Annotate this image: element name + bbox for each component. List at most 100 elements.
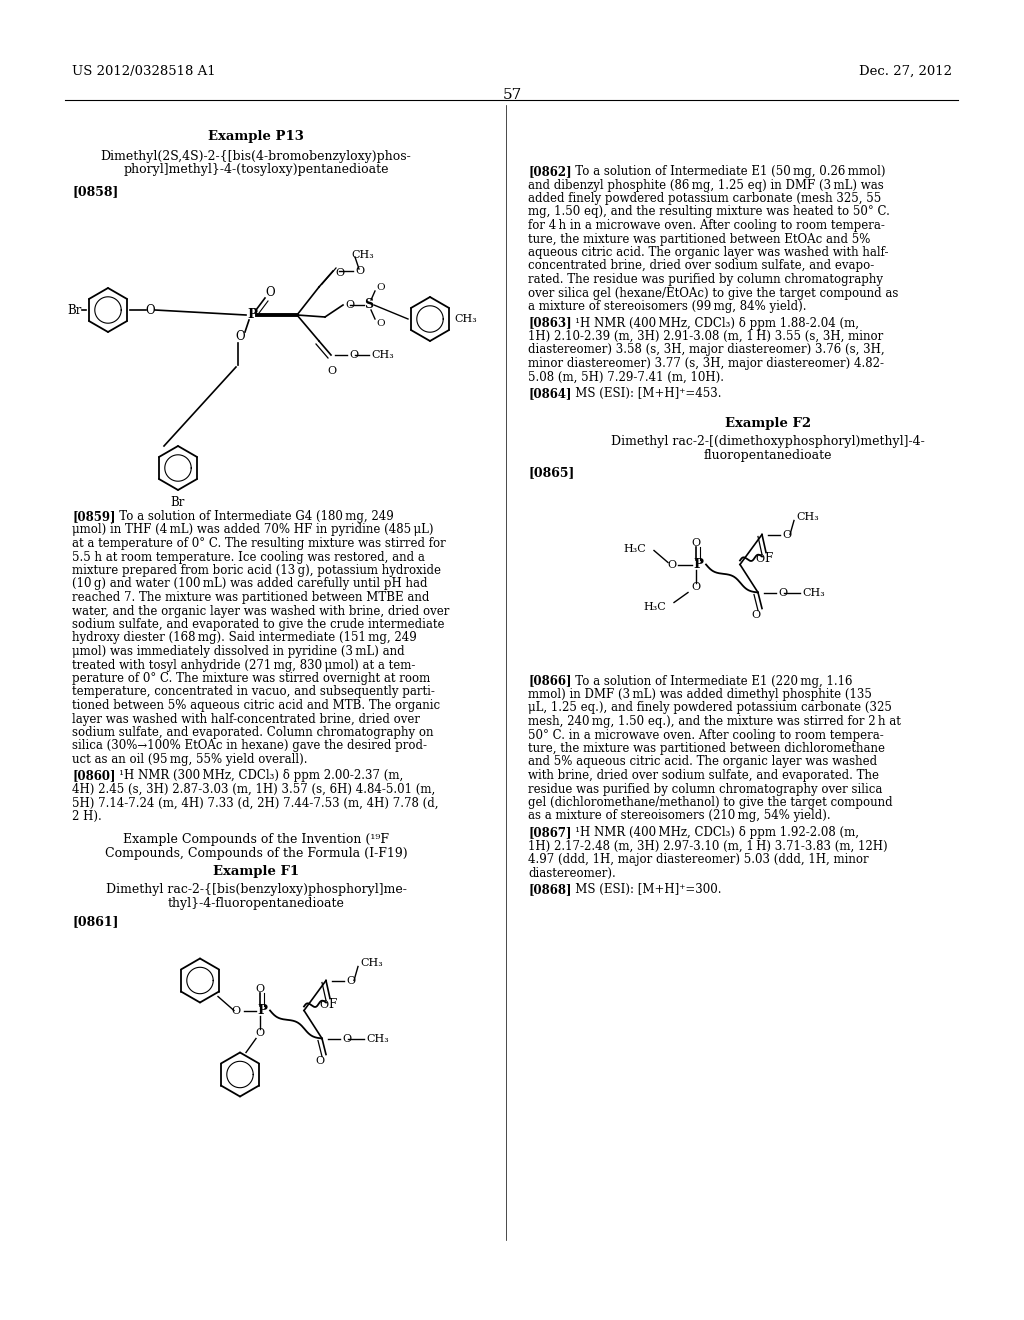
Text: Example Compounds of the Invention (¹⁹F: Example Compounds of the Invention (¹⁹F [123, 833, 389, 846]
Text: silica (30%→100% EtOAc in hexane) gave the desired prod-: silica (30%→100% EtOAc in hexane) gave t… [72, 739, 427, 752]
Text: 5.08 (m, 5H) 7.29-7.41 (m, 10H).: 5.08 (m, 5H) 7.29-7.41 (m, 10H). [528, 371, 724, 384]
Text: CH₃: CH₃ [796, 511, 819, 521]
Text: 5H) 7.14-7.24 (m, 4H) 7.33 (d, 2H) 7.44-7.53 (m, 4H) 7.78 (d,: 5H) 7.14-7.24 (m, 4H) 7.33 (d, 2H) 7.44-… [72, 796, 438, 809]
Text: μmol) was immediately dissolved in pyridine (3 mL) and: μmol) was immediately dissolved in pyrid… [72, 645, 404, 657]
Text: US 2012/0328518 A1: US 2012/0328518 A1 [72, 65, 216, 78]
Text: [0866]: [0866] [528, 675, 571, 688]
Text: Dimethyl(2S,4S)-2-{[bis(4-bromobenzyloxy)phos-: Dimethyl(2S,4S)-2-{[bis(4-bromobenzyloxy… [100, 150, 412, 162]
Text: mmol) in DMF (3 mL) was added dimethyl phosphite (135: mmol) in DMF (3 mL) was added dimethyl p… [528, 688, 871, 701]
Text: as a mixture of stereoisomers (210 mg, 54% yield).: as a mixture of stereoisomers (210 mg, 5… [528, 809, 830, 822]
Text: layer was washed with half-concentrated brine, dried over: layer was washed with half-concentrated … [72, 713, 420, 726]
Text: ¹H NMR (400 MHz, CDCl₃) δ ppm 1.92-2.08 (m,: ¹H NMR (400 MHz, CDCl₃) δ ppm 1.92-2.08 … [564, 826, 859, 840]
Text: Example P13: Example P13 [208, 129, 304, 143]
Text: μL, 1.25 eq.), and finely powdered potassium carbonate (325: μL, 1.25 eq.), and finely powdered potas… [528, 701, 892, 714]
Text: 5.5 h at room temperature. Ice cooling was restored, and a: 5.5 h at room temperature. Ice cooling w… [72, 550, 425, 564]
Text: Dimethyl rac-2-{[bis(benzyloxy)phosphoryl]me-: Dimethyl rac-2-{[bis(benzyloxy)phosphory… [105, 883, 407, 896]
Text: 1H) 2.10-2.39 (m, 3H) 2.91-3.08 (m, 1 H) 3.55 (s, 3H, minor: 1H) 2.10-2.39 (m, 3H) 2.91-3.08 (m, 1 H)… [528, 330, 884, 343]
Text: O: O [349, 350, 358, 360]
Text: O: O [667, 560, 676, 569]
Text: To a solution of Intermediate E1 (220 mg, 1.16: To a solution of Intermediate E1 (220 mg… [564, 675, 853, 688]
Text: O: O [752, 610, 761, 619]
Text: O: O [355, 267, 365, 276]
Text: P: P [693, 558, 703, 572]
Text: treated with tosyl anhydride (271 mg, 830 μmol) at a tem-: treated with tosyl anhydride (271 mg, 83… [72, 659, 416, 672]
Text: O: O [778, 587, 787, 598]
Text: aqueous citric acid. The organic layer was washed with half-: aqueous citric acid. The organic layer w… [528, 246, 889, 259]
Text: CH₃: CH₃ [454, 314, 477, 323]
Text: O: O [236, 330, 245, 343]
Text: O: O [342, 1034, 351, 1044]
Text: added finely powdered potassium carbonate (mesh 325, 55: added finely powdered potassium carbonat… [528, 191, 882, 205]
Text: P: P [257, 1005, 267, 1016]
Text: [0858]: [0858] [72, 185, 119, 198]
Text: uct as an oil (95 mg, 55% yield overall).: uct as an oil (95 mg, 55% yield overall)… [72, 752, 307, 766]
Text: a mixture of stereoisomers (99 mg, 84% yield).: a mixture of stereoisomers (99 mg, 84% y… [528, 300, 807, 313]
Text: tioned between 5% aqueous citric acid and MTB. The organic: tioned between 5% aqueous citric acid an… [72, 700, 440, 711]
Text: sodium sulfate, and evaporated to give the crude intermediate: sodium sulfate, and evaporated to give t… [72, 618, 444, 631]
Text: phoryl]methyl}-4-(tosyloxy)pentanedioate: phoryl]methyl}-4-(tosyloxy)pentanedioate [123, 162, 389, 176]
Text: [0868]: [0868] [528, 883, 571, 896]
Text: perature of 0° C. The mixture was stirred overnight at room: perature of 0° C. The mixture was stirre… [72, 672, 430, 685]
Text: 50° C. in a microwave oven. After cooling to room tempera-: 50° C. in a microwave oven. After coolin… [528, 729, 884, 742]
Text: fluoropentanedioate: fluoropentanedioate [703, 449, 833, 462]
Text: O: O [255, 983, 264, 994]
Text: O: O [345, 300, 354, 310]
Text: F: F [764, 552, 772, 565]
Text: CH₃: CH₃ [360, 957, 383, 968]
Text: sodium sulfate, and evaporated. Column chromatography on: sodium sulfate, and evaporated. Column c… [72, 726, 433, 739]
Text: minor diastereomer) 3.77 (s, 3H, major diastereomer) 4.82-: minor diastereomer) 3.77 (s, 3H, major d… [528, 356, 884, 370]
Text: over silica gel (hexane/EtOAc) to give the target compound as: over silica gel (hexane/EtOAc) to give t… [528, 286, 898, 300]
Text: mg, 1.50 eq), and the resulting mixture was heated to 50° C.: mg, 1.50 eq), and the resulting mixture … [528, 206, 890, 219]
Text: ¹H NMR (300 MHz, CDCl₃) δ ppm 2.00-2.37 (m,: ¹H NMR (300 MHz, CDCl₃) δ ppm 2.00-2.37 … [108, 770, 403, 783]
Text: O: O [376, 318, 385, 327]
Text: O: O [691, 537, 700, 548]
Text: O: O [145, 304, 155, 317]
Text: To a solution of Intermediate E1 (50 mg, 0.26 mmol): To a solution of Intermediate E1 (50 mg,… [564, 165, 886, 178]
Text: O: O [376, 282, 385, 292]
Text: MS (ESI): [M+H]⁺=300.: MS (ESI): [M+H]⁺=300. [564, 883, 722, 896]
Text: and dibenzyl phosphite (86 mg, 1.25 eq) in DMF (3 mL) was: and dibenzyl phosphite (86 mg, 1.25 eq) … [528, 178, 884, 191]
Text: O: O [782, 529, 792, 540]
Text: ¹H NMR (400 MHz, CDCl₃) δ ppm 1.88-2.04 (m,: ¹H NMR (400 MHz, CDCl₃) δ ppm 1.88-2.04 … [564, 317, 859, 330]
Text: CH₃: CH₃ [366, 1034, 389, 1044]
Text: ture, the mixture was partitioned between dichloromethane: ture, the mixture was partitioned betwee… [528, 742, 885, 755]
Text: O: O [230, 1006, 240, 1015]
Text: Compounds, Compounds of the Formula (I-F19): Compounds, Compounds of the Formula (I-F… [104, 847, 408, 861]
Text: Example F2: Example F2 [725, 417, 811, 429]
Text: O: O [319, 999, 329, 1010]
Text: MS (ESI): [M+H]⁺=453.: MS (ESI): [M+H]⁺=453. [564, 387, 722, 400]
Text: S: S [365, 298, 374, 312]
Text: Dec. 27, 2012: Dec. 27, 2012 [859, 65, 952, 78]
Text: Br: Br [171, 496, 185, 510]
Text: CH₃: CH₃ [802, 587, 824, 598]
Text: Br: Br [68, 304, 82, 317]
Text: temperature, concentrated in vacuo, and subsequently parti-: temperature, concentrated in vacuo, and … [72, 685, 435, 698]
Text: CH₃: CH₃ [371, 350, 394, 360]
Text: [0862]: [0862] [528, 165, 571, 178]
Text: diastereomer) 3.58 (s, 3H, major diastereomer) 3.76 (s, 3H,: diastereomer) 3.58 (s, 3H, major diaster… [528, 343, 885, 356]
Text: 2 H).: 2 H). [72, 810, 101, 822]
Text: (10 g) and water (100 mL) was added carefully until pH had: (10 g) and water (100 mL) was added care… [72, 578, 427, 590]
Text: thyl}-4-fluoropentanedioate: thyl}-4-fluoropentanedioate [168, 898, 344, 911]
Text: concentrated brine, dried over sodium sulfate, and evapo-: concentrated brine, dried over sodium su… [528, 260, 874, 272]
Text: rated. The residue was purified by column chromatography: rated. The residue was purified by colum… [528, 273, 883, 286]
Text: O: O [335, 268, 344, 279]
Text: residue was purified by column chromatography over silica: residue was purified by column chromatog… [528, 783, 883, 796]
Text: O: O [315, 1056, 325, 1065]
Text: mesh, 240 mg, 1.50 eq.), and the mixture was stirred for 2 h at: mesh, 240 mg, 1.50 eq.), and the mixture… [528, 715, 901, 729]
Text: H₃C: H₃C [643, 602, 666, 611]
Text: diastereomer).: diastereomer). [528, 866, 615, 879]
Text: F: F [328, 998, 336, 1011]
Text: mixture prepared from boric acid (13 g), potassium hydroxide: mixture prepared from boric acid (13 g),… [72, 564, 441, 577]
Text: H₃C: H₃C [624, 544, 646, 553]
Text: 57: 57 [503, 88, 521, 102]
Text: 1H) 2.17-2.48 (m, 3H) 2.97-3.10 (m, 1 H) 3.71-3.83 (m, 12H): 1H) 2.17-2.48 (m, 3H) 2.97-3.10 (m, 1 H)… [528, 840, 888, 853]
Text: hydroxy diester (168 mg). Said intermediate (151 mg, 249: hydroxy diester (168 mg). Said intermedi… [72, 631, 417, 644]
Text: Dimethyl rac-2-[(dimethoxyphosphoryl)methyl]-4-: Dimethyl rac-2-[(dimethoxyphosphoryl)met… [611, 434, 925, 447]
Text: ture, the mixture was partitioned between EtOAc and 5%: ture, the mixture was partitioned betwee… [528, 232, 870, 246]
Text: with brine, dried over sodium sulfate, and evaporated. The: with brine, dried over sodium sulfate, a… [528, 770, 879, 781]
Text: CH₃: CH₃ [351, 249, 374, 260]
Text: [0864]: [0864] [528, 387, 571, 400]
Text: [0867]: [0867] [528, 826, 571, 840]
Text: To a solution of Intermediate G4 (180 mg, 249: To a solution of Intermediate G4 (180 mg… [108, 510, 394, 523]
